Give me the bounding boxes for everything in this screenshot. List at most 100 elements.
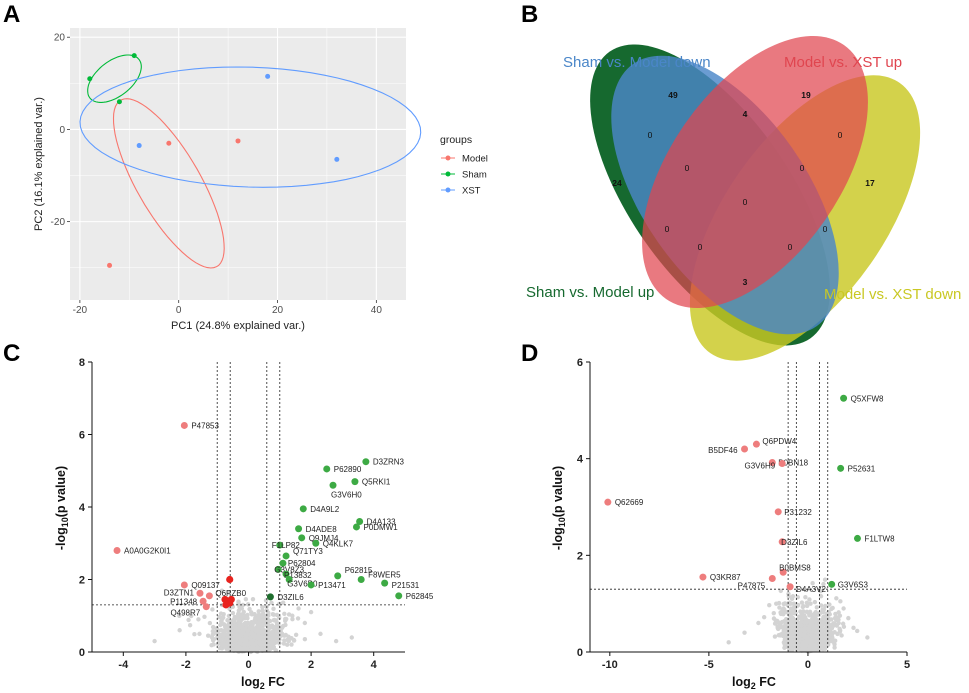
point-label-g3v6h0: G3V6H0 <box>331 490 362 499</box>
nonsig-point <box>790 609 795 615</box>
nonsig-point <box>274 612 280 618</box>
nonsig-point <box>817 642 822 647</box>
nonsig-point <box>809 645 814 650</box>
point-label-d3zrn3: D3ZRN3 <box>373 458 405 467</box>
nonsig-point <box>767 602 772 608</box>
nonsig-point <box>308 609 314 615</box>
point-label-q5rki1: Q5RKI1 <box>362 478 391 487</box>
nonsig-point <box>827 602 832 607</box>
x-tick-label: 5 <box>904 659 910 671</box>
x-tick-label: -10 <box>602 659 618 671</box>
nonsig-point <box>807 613 812 618</box>
nonsig-point <box>233 643 239 648</box>
nonsig-point <box>247 635 253 641</box>
nonsig-point <box>820 607 825 612</box>
sig-point-b0bms8 <box>779 568 787 576</box>
nonsig-point <box>776 633 781 638</box>
sig-point-q62669 <box>604 498 612 506</box>
sig-point-d3zil6 <box>778 538 786 546</box>
point-label-q09137: Q09137 <box>191 581 220 590</box>
nonsig-point <box>799 610 804 616</box>
panel-letter-a: A <box>3 1 20 28</box>
point-label-d3zil6: D3ZIL6 <box>781 538 808 547</box>
sig-point-f1lp82 <box>276 541 284 549</box>
nonsig-point <box>828 638 833 644</box>
y-tick-label: 2 <box>79 575 85 587</box>
nonsig-point <box>854 628 860 634</box>
point-label-g3v6h9: G3V6H9 <box>744 462 775 471</box>
panel-letter-b: B <box>521 1 538 28</box>
nonsig-point <box>283 622 288 628</box>
nonsig-point <box>241 647 246 652</box>
nonsig-point <box>808 601 813 606</box>
nonsig-point <box>276 601 282 607</box>
point-sham <box>116 99 122 105</box>
nonsig-point <box>807 609 813 615</box>
sig-point-p47853 <box>180 421 188 429</box>
nonsig-point <box>221 630 227 635</box>
point-label-q9jmj4: Q9JMJ4 <box>309 534 339 543</box>
nonsig-point <box>282 611 287 617</box>
sig-point-b5df46 <box>741 445 749 453</box>
sig-point-d4a9l2 <box>299 505 307 513</box>
nonsig-point <box>318 631 323 637</box>
nonsig-point <box>285 637 290 643</box>
nonsig-point <box>302 637 308 642</box>
nonsig-point <box>833 611 838 617</box>
point-label-p62815: P62815 <box>345 566 373 575</box>
venn-label-sham-model-down: Sham vs. Model down <box>563 54 711 71</box>
nonsig-point <box>799 632 805 638</box>
point-label-p62845: P62845 <box>406 592 434 601</box>
nonsig-point <box>219 588 225 593</box>
nonsig-point <box>841 606 846 611</box>
nonsig-point <box>801 640 806 645</box>
y-tick-label: -20 <box>51 217 66 228</box>
nonsig-point <box>865 635 870 640</box>
nonsig-point <box>197 631 202 637</box>
nonsig-point <box>259 612 264 618</box>
x-tick-label: 0 <box>176 305 182 316</box>
nonsig-point <box>774 601 779 606</box>
nonsig-point <box>834 596 839 601</box>
point-label-p21531: P21531 <box>392 581 420 590</box>
sig-point-a0a0g2k0i1 <box>113 547 121 554</box>
pca-plot-background <box>70 28 406 300</box>
y-tick-label: 2 <box>577 550 583 562</box>
nonsig-point <box>778 588 784 594</box>
nonsig-point <box>795 602 801 608</box>
point-label-p31232: P31232 <box>784 508 812 517</box>
sig-point-p11348 <box>199 597 207 605</box>
nonsig-point <box>840 621 846 626</box>
venn-set-model-xst-up <box>642 35 868 309</box>
sig-point-q498r7 <box>202 603 210 611</box>
nonsig-point <box>240 602 246 608</box>
pca-legend: groups Model Sham XST <box>440 134 488 197</box>
legend-key-point <box>445 187 451 193</box>
point-label-p11348: P11348 <box>170 597 198 606</box>
nonsig-point <box>250 596 256 602</box>
nonsig-point <box>282 618 288 624</box>
nonsig-point <box>211 642 216 647</box>
nonsig-point <box>801 604 806 609</box>
nonsig-point <box>838 599 843 604</box>
venn-label-model-xst-down: Model vs. XST down <box>824 286 961 303</box>
nonsig-point <box>256 630 262 635</box>
y-tick-label: 0 <box>59 125 65 136</box>
point-label-p47875: P47875 <box>738 582 766 591</box>
nonsig-point <box>804 600 810 606</box>
nonsig-point <box>780 632 785 637</box>
nonsig-point <box>835 618 840 623</box>
nonsig-point <box>218 619 224 624</box>
sig-point-p13832 <box>282 570 290 578</box>
point-sham <box>131 53 137 59</box>
nonsig-point <box>804 626 810 632</box>
nonsig-point <box>221 622 227 627</box>
pca-ticks: -20 0 20 40 -20 0 20 <box>51 33 383 316</box>
x-tick-label: 4 <box>371 659 378 671</box>
y-tick-label: 6 <box>577 357 583 369</box>
nonsig-point <box>216 614 222 620</box>
nonsig-point <box>242 614 247 619</box>
